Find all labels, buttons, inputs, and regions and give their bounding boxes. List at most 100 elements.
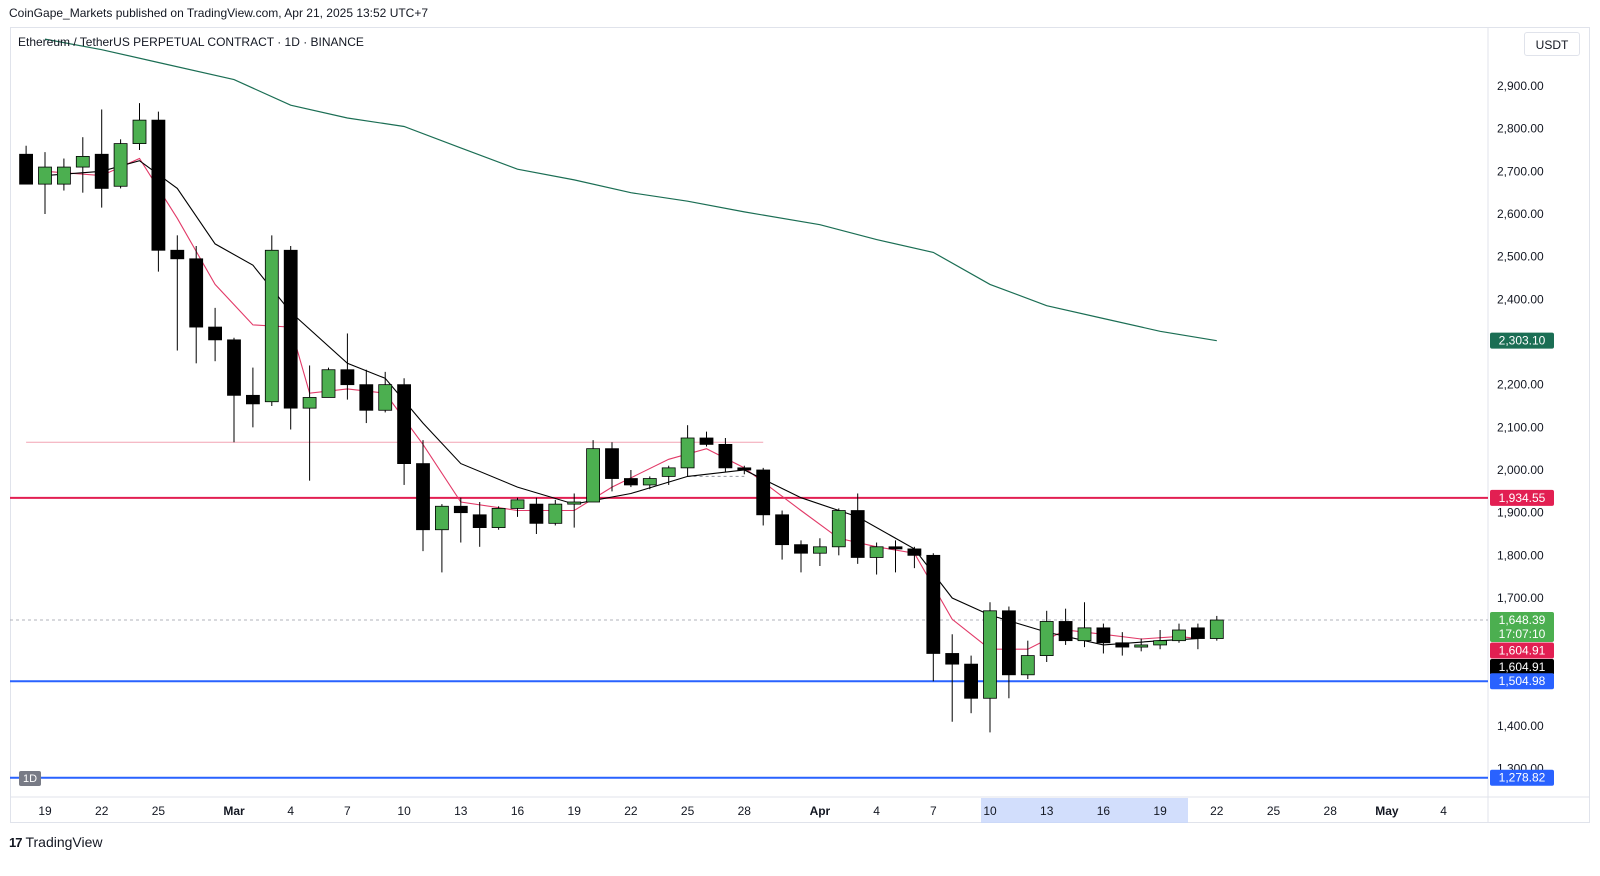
y-tick-label: 2,600.00 bbox=[1497, 207, 1544, 221]
interval-badge-label: 1D bbox=[23, 773, 37, 785]
candle-body bbox=[1058, 621, 1073, 642]
tradingview-logo-icon: 17 bbox=[9, 834, 23, 850]
candle-body bbox=[567, 501, 582, 505]
x-tick-label: Apr bbox=[810, 804, 831, 818]
price-tag: 1,278.82 bbox=[1490, 769, 1554, 786]
candle-body bbox=[1096, 627, 1111, 644]
x-tick-label: May bbox=[1375, 804, 1399, 818]
candle-body bbox=[699, 437, 714, 445]
price-tag: 2,303.10 bbox=[1490, 332, 1554, 349]
x-tick-label: 25 bbox=[1267, 804, 1281, 818]
x-tick-label: 28 bbox=[1324, 804, 1338, 818]
candle-body bbox=[586, 448, 600, 503]
x-tick-label: 13 bbox=[454, 804, 468, 818]
series-line-fast_ma bbox=[44, 157, 1198, 650]
y-tick-label: 2,100.00 bbox=[1497, 420, 1544, 434]
time-range-highlight bbox=[981, 798, 1188, 823]
candle-body bbox=[1172, 629, 1186, 642]
price-tag: 1,504.98 bbox=[1490, 673, 1554, 690]
candle-body bbox=[245, 394, 260, 405]
price-tag-label: 1,504.98 bbox=[1499, 674, 1546, 688]
candle-body bbox=[831, 510, 846, 548]
candle-body bbox=[1077, 627, 1092, 642]
price-tag-bg bbox=[1490, 489, 1554, 506]
candle-body bbox=[1209, 619, 1224, 639]
price-tag: 1,604.91 bbox=[1490, 659, 1554, 676]
candle-body bbox=[1134, 644, 1149, 648]
candle-body bbox=[888, 546, 903, 550]
y-tick-label: 2,200.00 bbox=[1497, 378, 1544, 392]
candle-body bbox=[283, 249, 298, 409]
candle-body bbox=[302, 397, 317, 409]
candle-body bbox=[38, 166, 52, 185]
candle-body bbox=[19, 153, 34, 185]
symbol-title: Ethereum / TetherUS PERPETUAL CONTRACT ·… bbox=[18, 35, 364, 49]
candle-body bbox=[737, 467, 752, 471]
candle-body bbox=[794, 544, 808, 554]
price-tag: 1,604.91 bbox=[1490, 642, 1554, 659]
series-line-slow_ma bbox=[44, 160, 1198, 646]
candle-body bbox=[1039, 621, 1054, 657]
brand-label: TradingView bbox=[25, 834, 103, 850]
candle-body bbox=[1020, 655, 1035, 676]
candle-body bbox=[680, 437, 695, 469]
y-tick-label: 1,900.00 bbox=[1497, 506, 1544, 520]
price-tag-label: 1,648.39 bbox=[1499, 613, 1546, 627]
x-tick-label: 19 bbox=[38, 804, 52, 818]
candle-body bbox=[983, 610, 997, 699]
candle-body bbox=[529, 503, 544, 524]
publisher-line: CoinGape_Markets published on TradingVie… bbox=[9, 6, 429, 20]
plot-area bbox=[10, 38, 1488, 779]
candle-body bbox=[208, 326, 223, 341]
interval-badge bbox=[19, 771, 41, 786]
x-tick-label: 10 bbox=[983, 804, 997, 818]
candle-body bbox=[434, 505, 449, 531]
y-tick-label: 1,800.00 bbox=[1497, 548, 1544, 562]
x-tick-label: 25 bbox=[152, 804, 166, 818]
candle-body bbox=[1153, 640, 1167, 646]
price-tag-label: 1,604.91 bbox=[1499, 660, 1546, 674]
currency-selector[interactable]: USDT bbox=[1524, 32, 1580, 56]
x-tick-label: 7 bbox=[930, 804, 937, 818]
x-tick-label: 7 bbox=[344, 804, 351, 818]
candle-body bbox=[926, 554, 941, 654]
x-tick-label: 16 bbox=[511, 804, 525, 818]
price-tag-bg bbox=[1490, 673, 1554, 690]
candle-body bbox=[907, 548, 922, 556]
candle-body bbox=[775, 514, 789, 546]
candle-body bbox=[642, 478, 657, 486]
candle-body bbox=[189, 258, 204, 328]
y-tick-label: 2,400.00 bbox=[1497, 292, 1544, 306]
price-tag-bg bbox=[1490, 659, 1554, 676]
candle-body bbox=[491, 507, 506, 528]
candle-body bbox=[57, 166, 71, 185]
price-tag-bg bbox=[1490, 769, 1554, 786]
candle-body bbox=[945, 653, 960, 665]
candle-body bbox=[756, 469, 771, 516]
x-tick-label: 4 bbox=[1440, 804, 1447, 818]
y-tick-label: 2,000.00 bbox=[1497, 463, 1544, 477]
candle-body bbox=[227, 339, 241, 396]
price-tag-label: 2,303.10 bbox=[1499, 334, 1546, 348]
price-tag: 1,934.55 bbox=[1490, 489, 1554, 506]
tradingview-brand[interactable]: 17 TradingView bbox=[9, 834, 103, 850]
candle-body bbox=[624, 478, 638, 486]
candle-body bbox=[661, 467, 676, 477]
candle-body bbox=[869, 546, 884, 558]
y-tick-label: 1,400.00 bbox=[1497, 719, 1544, 733]
candle-body bbox=[75, 155, 90, 168]
candle-body bbox=[472, 514, 487, 528]
candle-body bbox=[813, 546, 827, 554]
x-tick-label: Mar bbox=[223, 804, 245, 818]
y-tick-label: 2,900.00 bbox=[1497, 79, 1544, 93]
candle-body bbox=[964, 663, 978, 699]
candle-body bbox=[605, 448, 619, 479]
x-tick-label: 22 bbox=[95, 804, 109, 818]
x-tick-label: 22 bbox=[624, 804, 638, 818]
y-tick-label: 2,800.00 bbox=[1497, 122, 1544, 136]
x-tick-label: 19 bbox=[568, 804, 582, 818]
candle-body bbox=[340, 369, 355, 386]
price-tag-bg bbox=[1490, 332, 1554, 349]
candle-body bbox=[1002, 610, 1016, 676]
